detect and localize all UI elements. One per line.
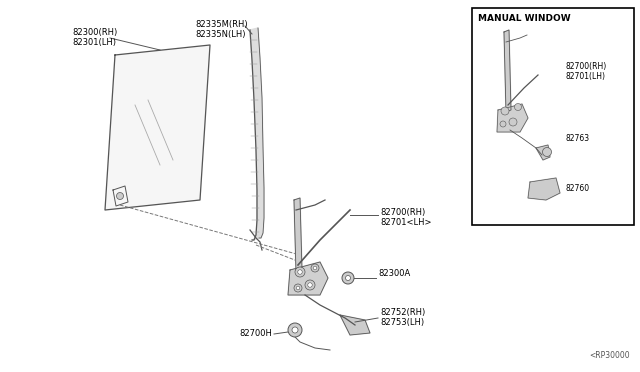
- Circle shape: [543, 148, 552, 157]
- Circle shape: [313, 266, 317, 270]
- Polygon shape: [528, 178, 560, 200]
- Polygon shape: [504, 30, 511, 112]
- Polygon shape: [288, 262, 328, 295]
- Circle shape: [294, 284, 302, 292]
- Text: 82760: 82760: [565, 183, 589, 192]
- Circle shape: [296, 286, 300, 290]
- Circle shape: [298, 270, 302, 274]
- Circle shape: [295, 267, 305, 277]
- Text: 82700(RH)
82701(LH): 82700(RH) 82701(LH): [565, 62, 606, 81]
- Text: 82700(RH)
82701<LH>: 82700(RH) 82701<LH>: [380, 208, 431, 227]
- Polygon shape: [536, 145, 550, 160]
- Circle shape: [515, 103, 522, 110]
- Bar: [472, 8, 634, 225]
- Text: 82763: 82763: [565, 134, 589, 142]
- Text: 82300A: 82300A: [378, 269, 410, 279]
- Text: MANUAL WINDOW: MANUAL WINDOW: [478, 14, 571, 23]
- Polygon shape: [497, 104, 528, 132]
- Text: 82300(RH)
82301(LH): 82300(RH) 82301(LH): [72, 28, 117, 47]
- Circle shape: [346, 276, 351, 280]
- Circle shape: [288, 323, 302, 337]
- Polygon shape: [250, 28, 264, 240]
- Polygon shape: [105, 45, 210, 210]
- Circle shape: [292, 327, 298, 333]
- Circle shape: [305, 280, 315, 290]
- Circle shape: [509, 118, 517, 126]
- Text: <RP30000: <RP30000: [589, 351, 630, 360]
- Polygon shape: [340, 315, 370, 335]
- Text: 82700H: 82700H: [239, 330, 272, 339]
- Circle shape: [501, 107, 509, 115]
- Polygon shape: [294, 198, 302, 272]
- Circle shape: [342, 272, 354, 284]
- Text: 82335M(RH)
82335N(LH): 82335M(RH) 82335N(LH): [195, 20, 248, 39]
- Circle shape: [116, 192, 124, 199]
- Circle shape: [500, 121, 506, 127]
- Circle shape: [311, 264, 319, 272]
- Circle shape: [308, 283, 312, 287]
- Text: 82752(RH)
82753(LH): 82752(RH) 82753(LH): [380, 308, 425, 327]
